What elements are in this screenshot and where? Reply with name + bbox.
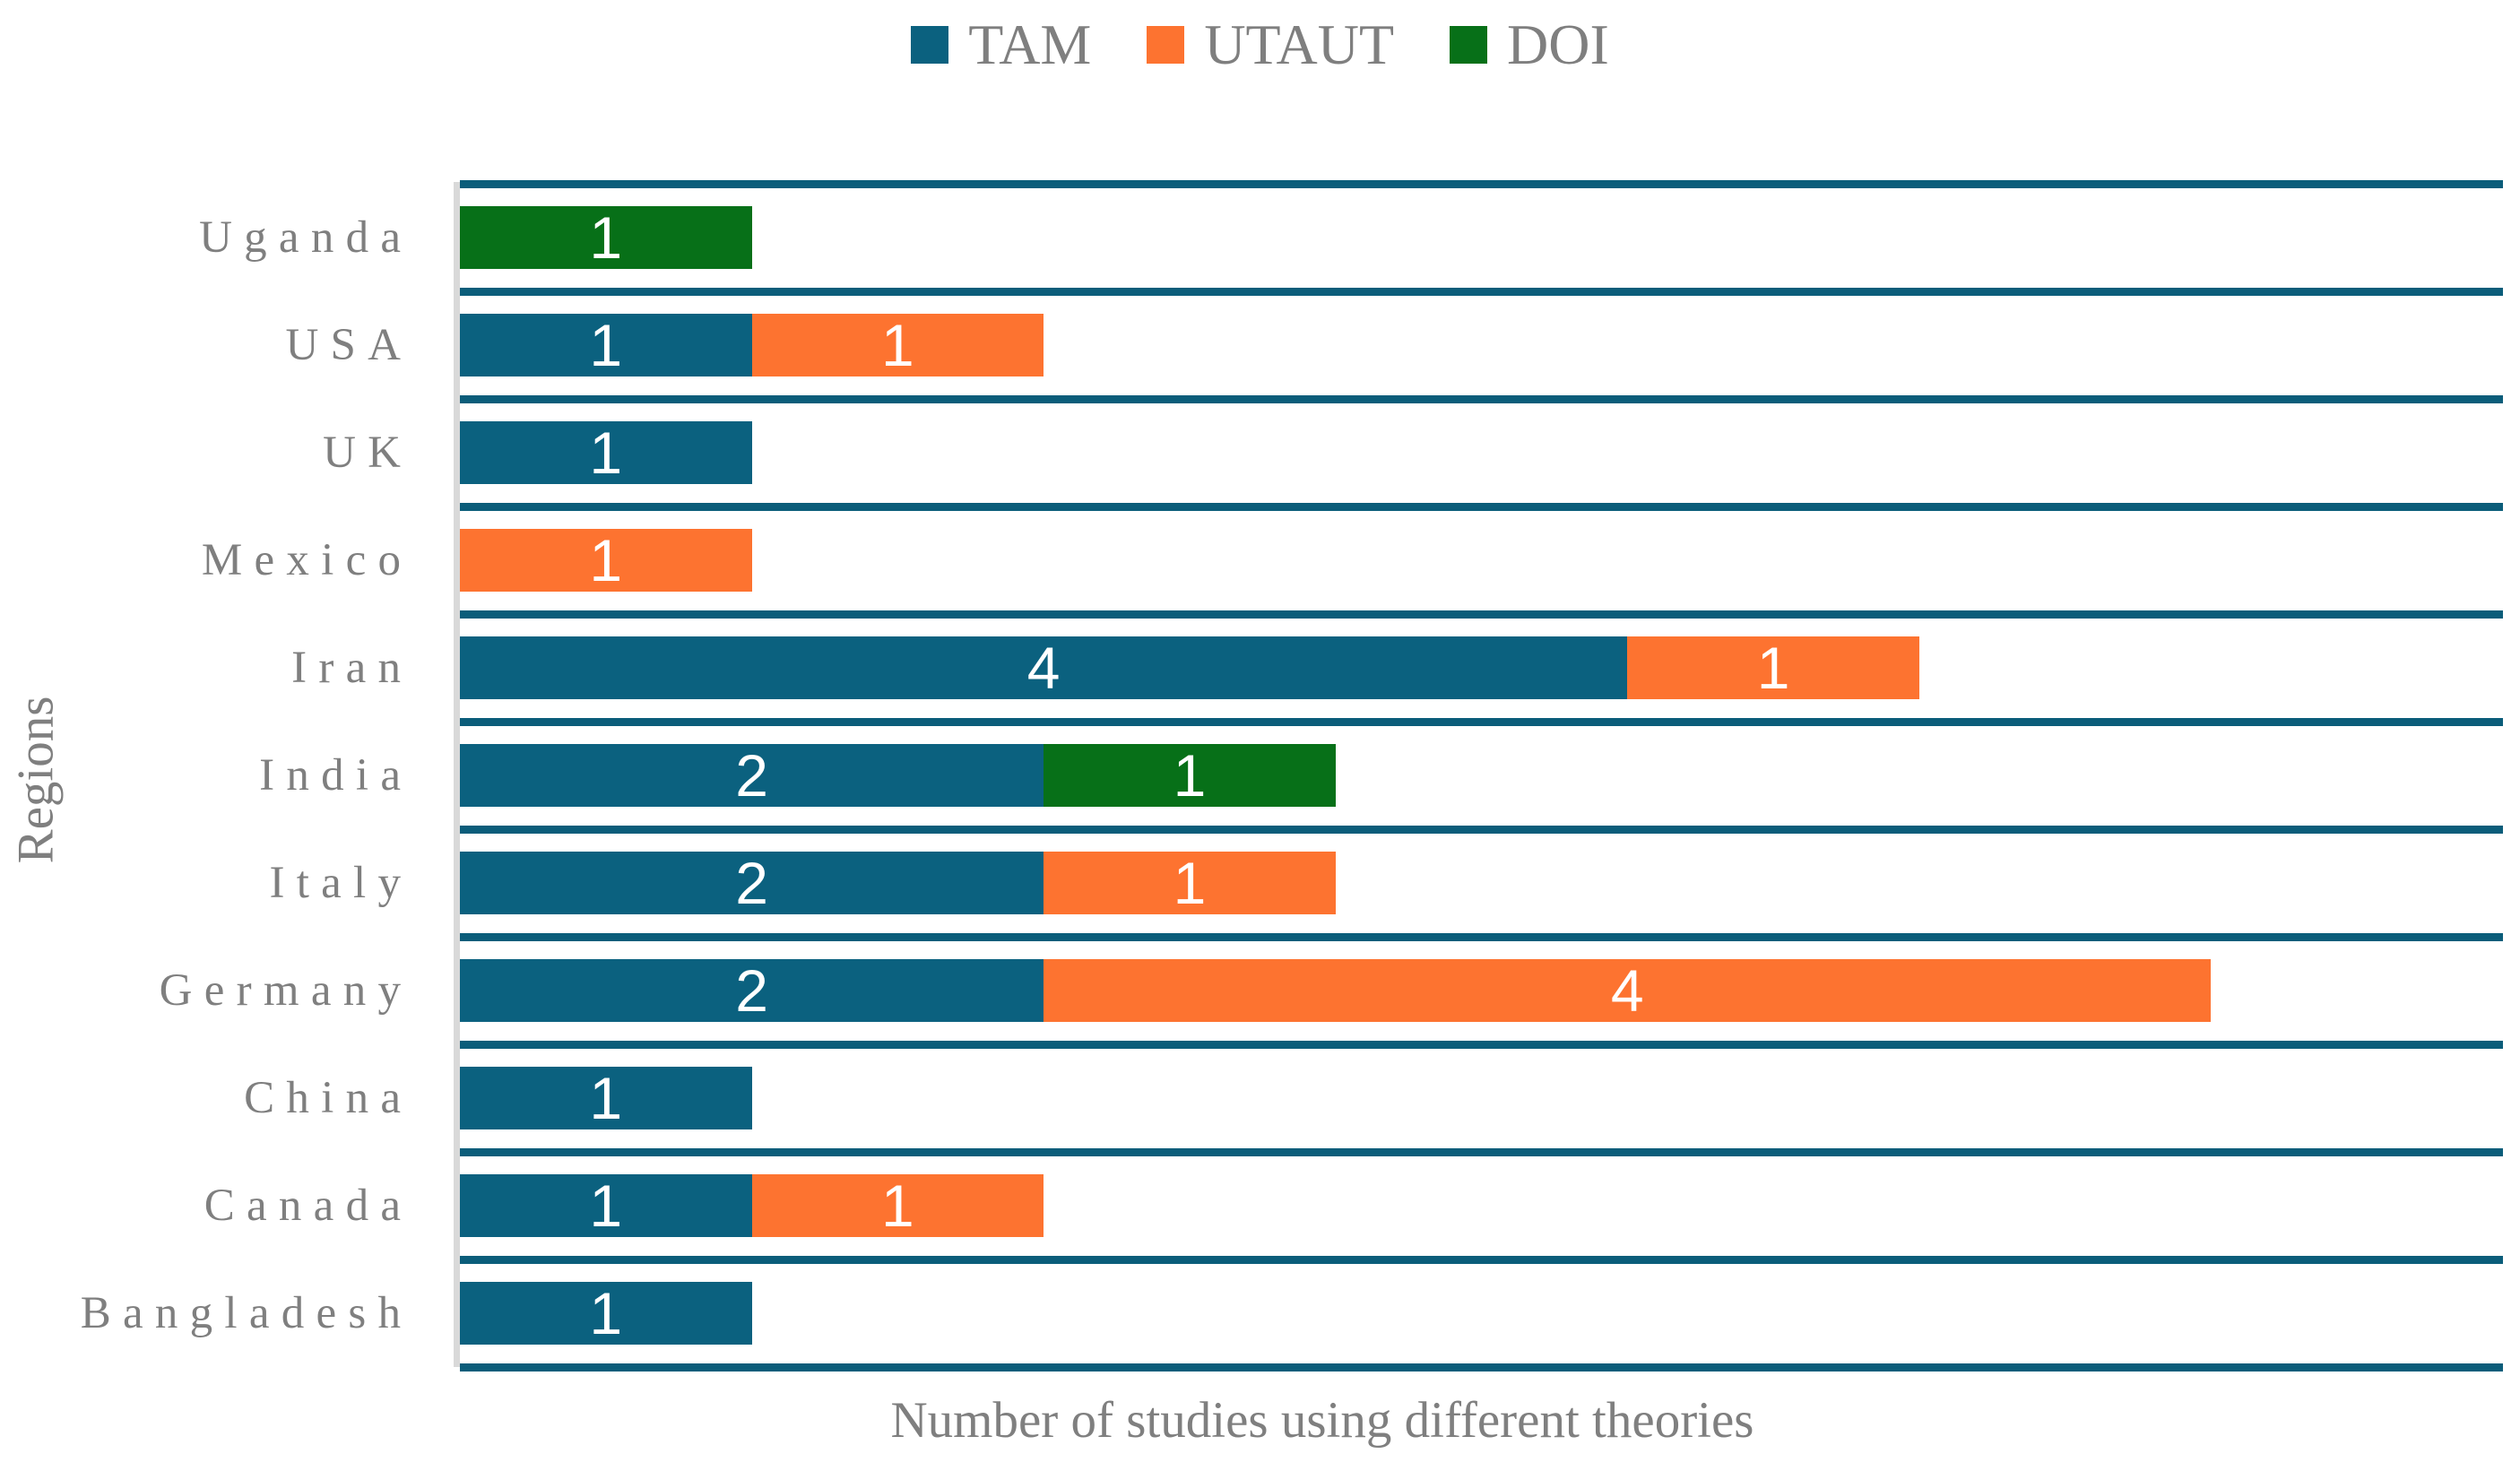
bar-value-label: 1 <box>880 1172 914 1239</box>
gridline <box>460 395 2503 403</box>
bar-segment-utaut-mexico: 1 <box>460 529 752 592</box>
bar-value-label: 1 <box>589 204 623 271</box>
legend-swatch-utaut <box>1147 26 1185 64</box>
legend-item-tam: TAM <box>911 16 1091 74</box>
bar-segment-utaut-canada: 1 <box>751 1172 1044 1239</box>
category-label-usa: USA <box>285 320 413 370</box>
bar-row-uk: 1 <box>460 421 2503 484</box>
bar-value-label: 1 <box>589 1065 623 1131</box>
bar-value-label: 2 <box>735 850 768 916</box>
bar-value-label: 2 <box>735 957 768 1024</box>
bar-row-china: 1 <box>460 1067 2503 1129</box>
bar-segment-tam-canada: 1 <box>460 1174 752 1237</box>
category-label-mexico: Mexico <box>201 535 413 585</box>
bar-value-label: 4 <box>1610 957 1644 1024</box>
gridline <box>460 288 2503 296</box>
legend-swatch-tam <box>911 26 949 64</box>
legend: TAM UTAUT DOI <box>0 7 2520 82</box>
category-label-uganda: Uganda <box>199 212 413 263</box>
category-label-germany: Germany <box>159 965 413 1016</box>
category-label-china: China <box>244 1073 413 1123</box>
legend-label-utaut: UTAUT <box>1204 13 1395 76</box>
bar-segment-tam-iran: 4 <box>460 635 1628 701</box>
bar-value-label: 1 <box>1173 850 1207 916</box>
gridline <box>460 933 2503 941</box>
category-label-bangladesh: Bangladesh <box>80 1288 413 1338</box>
category-label-italy: Italy <box>269 858 413 908</box>
gridline <box>460 1041 2503 1049</box>
bar-segment-utaut-germany: 4 <box>1044 957 2212 1024</box>
gridline <box>460 718 2503 726</box>
bar-value-label: 1 <box>589 420 623 486</box>
bar-value-label: 1 <box>589 527 623 593</box>
bar-value-label: 1 <box>1756 635 1790 701</box>
x-axis-title: Number of studies using different theori… <box>890 1392 1754 1449</box>
bar-value-label: 1 <box>589 1172 623 1239</box>
bar-segment-tam-uk: 1 <box>460 421 752 484</box>
legend-swatch-doi <box>1450 26 1488 64</box>
bar-value-label: 1 <box>589 312 623 378</box>
category-label-canada: Canada <box>204 1181 413 1231</box>
bar-value-label: 1 <box>880 312 914 378</box>
category-label-uk: UK <box>323 428 413 478</box>
bar-segment-tam-china: 1 <box>460 1067 752 1129</box>
legend-item-doi: DOI <box>1450 16 1609 74</box>
bar-segment-tam-usa: 1 <box>460 314 752 376</box>
legend-label-tam: TAM <box>968 13 1092 76</box>
bar-segment-utaut-iran: 1 <box>1627 636 1919 699</box>
bar-segment-doi-uganda: 1 <box>460 206 752 269</box>
gridline <box>460 503 2503 511</box>
bar-row-bangladesh: 1 <box>460 1282 2503 1345</box>
legend-label-doi: DOI <box>1507 13 1609 76</box>
bar-segment-tam-germany: 2 <box>460 959 1044 1022</box>
bar-segment-utaut-italy: 1 <box>1044 852 1336 914</box>
gridline <box>460 1148 2503 1156</box>
bar-value-label: 2 <box>735 742 768 809</box>
bar-row-mexico: 1 <box>460 529 2503 592</box>
gridline <box>460 610 2503 619</box>
bar-segment-tam-india: 2 <box>460 744 1044 807</box>
y-axis-line <box>454 182 460 1367</box>
gridline <box>460 1363 2503 1371</box>
gridline <box>460 180 2503 188</box>
gridline <box>460 1256 2503 1264</box>
gridline <box>460 826 2503 834</box>
bar-segment-tam-bangladesh: 1 <box>460 1282 752 1345</box>
category-axis-labels: Uganda USA UK Mexico Iran India Italy Germany Ch… <box>0 184 401 1376</box>
category-label-iran: Iran <box>291 643 413 693</box>
bar-segment-tam-italy: 2 <box>460 852 1044 914</box>
legend-item-utaut: UTAUT <box>1147 16 1394 74</box>
bar-segment-doi-india: 1 <box>1044 744 1336 807</box>
bar-row-uganda: 1 <box>460 206 2503 269</box>
bar-value-label: 1 <box>1173 742 1207 809</box>
category-label-india: India <box>259 750 413 800</box>
bar-value-label: 4 <box>1026 635 1061 701</box>
bar-value-label: 1 <box>589 1280 623 1346</box>
bar-segment-utaut-usa: 1 <box>751 312 1044 378</box>
